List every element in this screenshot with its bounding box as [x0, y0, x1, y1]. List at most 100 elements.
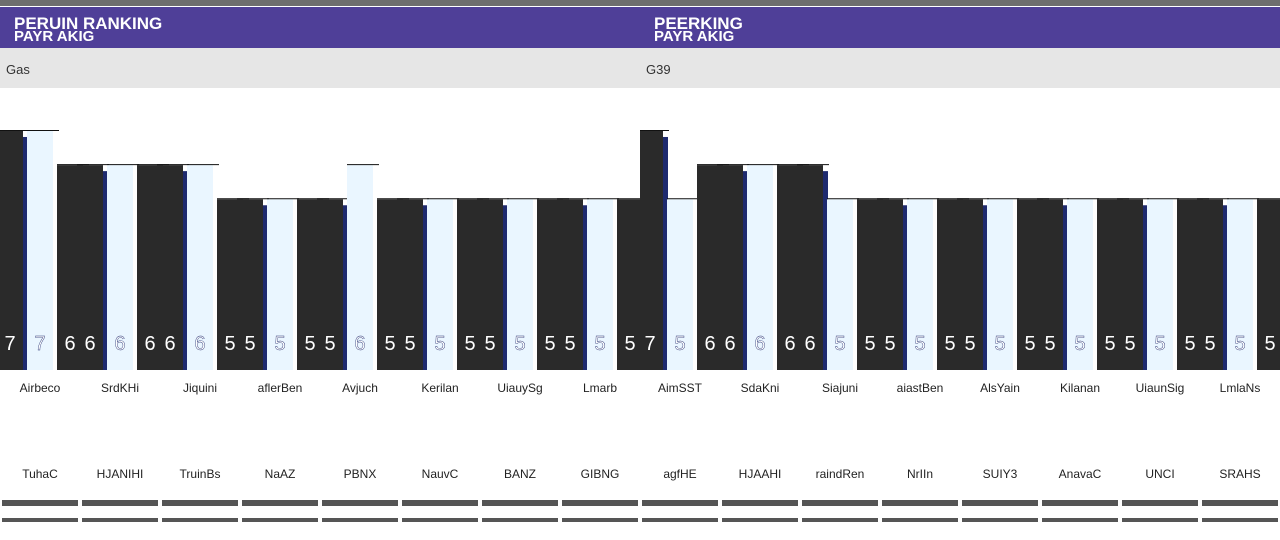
- bar-value-label: 5: [1024, 333, 1035, 355]
- bar-value-label: 6: [804, 333, 815, 355]
- bar: [717, 165, 743, 370]
- bar: [640, 130, 663, 370]
- bar-value-label: 5: [884, 333, 895, 355]
- category-strip: [322, 518, 398, 522]
- bar-value-label: 6: [784, 333, 795, 355]
- category-strip: [1202, 500, 1278, 506]
- bar-edge: [20, 136, 28, 370]
- top-rule: [0, 0, 640, 6]
- bar-edge: [180, 171, 188, 370]
- bar: [507, 199, 533, 370]
- bar-value-label: 6: [64, 333, 75, 355]
- bar: [1197, 199, 1223, 370]
- bar-value-label: 5: [1124, 333, 1135, 355]
- bar: [587, 199, 613, 370]
- bar: [267, 199, 293, 370]
- category-strip: [1122, 500, 1198, 506]
- bar: [347, 165, 373, 370]
- bar-value-label: 7: [34, 333, 45, 355]
- bar-value-label: 5: [1234, 333, 1245, 355]
- bar-value-label: 6: [164, 333, 175, 355]
- category-tick-label: UiaunSig: [1135, 382, 1185, 395]
- chart-header: PERUIN RANKING PAYR AKIG: [0, 7, 640, 48]
- bar-edge: [820, 171, 828, 370]
- bar-value-label: 5: [674, 333, 685, 355]
- bar: [907, 199, 933, 370]
- bar: [1037, 199, 1063, 370]
- bar: [27, 130, 53, 370]
- bar-value-label: 5: [1154, 333, 1165, 355]
- category-strip: [1042, 518, 1118, 522]
- bar-value-label: 5: [514, 333, 525, 355]
- bar-value-label: 6: [84, 333, 95, 355]
- category-tick-label: Kilanan: [1059, 382, 1101, 395]
- bar: [557, 199, 583, 370]
- category-strip: [882, 500, 958, 506]
- bar-value-label: 5: [544, 333, 555, 355]
- bar-edge: [660, 136, 668, 370]
- bar-edge: [980, 205, 988, 370]
- bar-value-label: 5: [274, 333, 285, 355]
- bar-value-label: 5: [434, 333, 445, 355]
- bar: [747, 165, 773, 370]
- category-code-label: NrIIn: [906, 468, 933, 481]
- category-strip: [162, 500, 238, 506]
- bar: [77, 165, 103, 370]
- bar-edge: [580, 205, 588, 370]
- bar: [1257, 199, 1280, 370]
- bar: [667, 199, 693, 370]
- bar-value-label: 5: [964, 333, 975, 355]
- category-code-label: PBNX: [343, 468, 377, 481]
- chart-subtitle: PAYR AKIG: [14, 28, 95, 45]
- bar-value-label: 5: [464, 333, 475, 355]
- bar-value-label: 5: [944, 333, 955, 355]
- chart-title: PEERKING: [654, 14, 743, 33]
- bar-value-label: 7: [4, 333, 15, 355]
- bar: [237, 199, 263, 370]
- bar: [1117, 199, 1143, 370]
- bar-edge: [500, 205, 508, 370]
- category-strip: [642, 500, 718, 506]
- category-strip: [1042, 500, 1118, 506]
- bar: [987, 199, 1013, 370]
- bar-value-label: 5: [994, 333, 1005, 355]
- bar: [477, 199, 503, 370]
- bar-edge: [1060, 205, 1068, 370]
- category-code-label: UNCI: [1145, 468, 1175, 481]
- bar-edge: [740, 171, 748, 370]
- category-tick-label: SdaKni: [740, 382, 780, 395]
- category-code-label: GIBNG: [580, 468, 620, 481]
- bar-value-label: 5: [834, 333, 845, 355]
- bar-edge: [260, 205, 268, 370]
- bar-edge: [100, 171, 108, 370]
- bar-value-label: 5: [564, 333, 575, 355]
- category-strip: [242, 500, 318, 506]
- category-strip: [562, 500, 638, 506]
- chart-header: PEERKING PAYR AKIG: [640, 7, 1280, 48]
- chart-subtitle: PAYR AKIG: [654, 28, 735, 45]
- filter-bar: Gas: [0, 48, 640, 88]
- category-code-label: NaAZ: [264, 468, 296, 481]
- category-code-label: SRAHS: [1219, 468, 1261, 481]
- category-strip: [82, 518, 158, 522]
- category-strip: [802, 518, 878, 522]
- category-code-label: agfHE: [663, 468, 697, 481]
- bar-value-label: 5: [384, 333, 395, 355]
- bar-edge: [1140, 205, 1148, 370]
- bar: [877, 199, 903, 370]
- bar: [317, 199, 343, 370]
- bar: [397, 199, 423, 370]
- bar-edge: [420, 205, 428, 370]
- bar-value-label: 5: [484, 333, 495, 355]
- bar-value-label: 5: [624, 333, 635, 355]
- bar-value-label: 5: [304, 333, 315, 355]
- bar: [1067, 199, 1093, 370]
- bar-value-label: 6: [194, 333, 205, 355]
- bar-value-label: 6: [354, 333, 365, 355]
- category-tick-label: aiastBen: [896, 382, 944, 395]
- category-code-label: TruinBs: [179, 468, 221, 481]
- bar: [107, 165, 133, 370]
